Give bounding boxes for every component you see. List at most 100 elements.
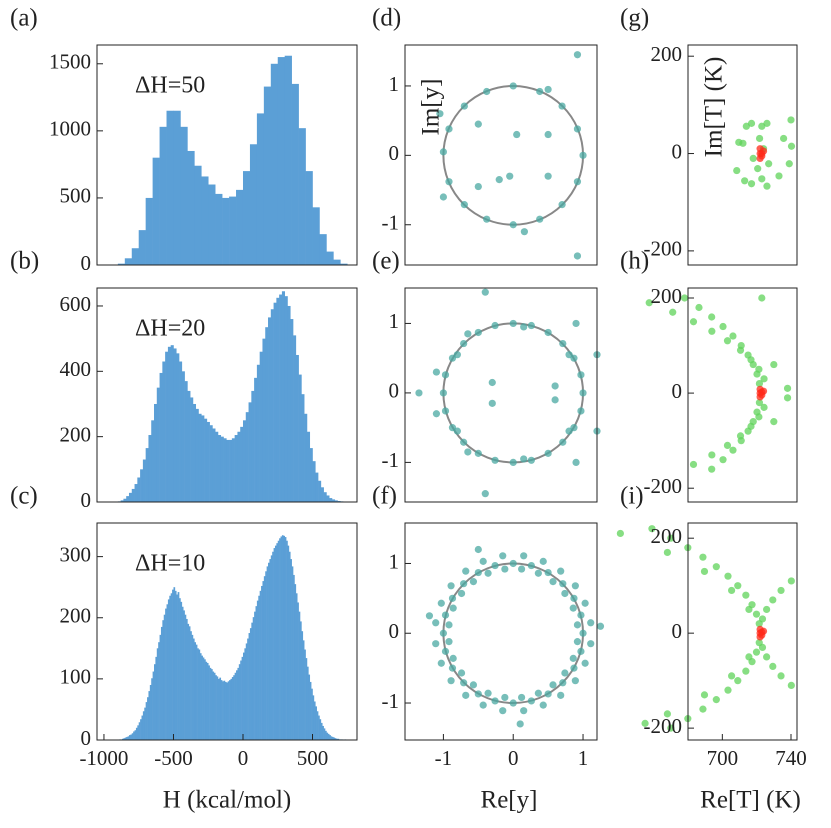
- scatter-point: [499, 552, 507, 560]
- histogram-bar: [137, 725, 140, 740]
- histogram-bar: [215, 193, 223, 265]
- histogram-bar: [280, 536, 283, 740]
- histogram-bar: [237, 431, 241, 502]
- scatter-point: [667, 534, 675, 542]
- histogram-bar: [320, 722, 323, 740]
- histogram-bar: [340, 263, 348, 265]
- y-tick-label: 0: [81, 488, 92, 512]
- histogram-bar: [274, 545, 277, 740]
- scatter-point: [462, 691, 470, 699]
- histogram-bar: [162, 361, 166, 502]
- histogram-bar: [162, 620, 165, 740]
- histogram-bar: [184, 381, 188, 502]
- scatter-point: [724, 572, 732, 580]
- histogram-bar: [226, 439, 230, 502]
- scatter-point: [441, 371, 450, 379]
- scatter-point: [579, 389, 587, 397]
- histogram-bar: [197, 648, 199, 740]
- histogram-bar: [137, 477, 141, 502]
- histogram-bar: [198, 413, 202, 502]
- scatter-point: [579, 151, 587, 159]
- histogram-bar: [183, 610, 185, 740]
- histogram-bar: [124, 737, 127, 740]
- histogram-bar: [128, 735, 131, 740]
- histogram-bar: [284, 55, 292, 266]
- histogram-bar: [192, 638, 195, 740]
- histogram-bar: [277, 57, 286, 266]
- scatter-point: [570, 594, 578, 602]
- scatter-point: [699, 553, 707, 561]
- histogram-bar: [327, 733, 330, 740]
- histogram-bar: [236, 670, 238, 740]
- scatter-point: [569, 654, 577, 662]
- scatter-point: [573, 621, 582, 629]
- scatter-point: [728, 672, 736, 680]
- x-axis-label: Re[y]: [481, 787, 538, 814]
- scatter-point: [449, 654, 457, 662]
- y-tick-label: 1: [389, 309, 400, 333]
- scatter-point: [755, 413, 763, 421]
- scatter-point: [573, 638, 582, 646]
- scatter-point: [777, 586, 785, 595]
- scatter-point: [712, 563, 720, 571]
- histogram-bar: [159, 634, 162, 740]
- scatter-point: [484, 569, 492, 577]
- histogram-bar: [140, 469, 144, 502]
- annotation: ΔH=50: [135, 73, 205, 99]
- histogram-bar: [191, 634, 194, 740]
- histogram-bar: [126, 736, 128, 740]
- histogram-bar: [217, 435, 222, 502]
- y-tick-label: 0: [389, 379, 400, 403]
- histogram-bar: [290, 559, 292, 740]
- histogram-bar: [165, 351, 169, 502]
- y-axis-label: Im[T] (K): [701, 57, 728, 158]
- scatter-point: [569, 604, 577, 612]
- y-tick-label: 0: [81, 251, 92, 275]
- scatter-point: [741, 177, 749, 185]
- histogram-bar: [254, 377, 258, 502]
- scatter-point: [432, 368, 441, 376]
- histogram-bar: [155, 656, 158, 740]
- histogram-bar: [242, 171, 251, 265]
- histogram-bar: [230, 678, 233, 740]
- histogram-bar: [251, 390, 255, 502]
- panel-label: (e): [372, 248, 400, 275]
- scatter-point: [742, 591, 750, 599]
- histogram-bar: [195, 408, 199, 502]
- histogram-bar: [334, 500, 338, 502]
- scatter-point: [536, 87, 544, 96]
- histogram-bar: [156, 648, 159, 740]
- scatter-point: [474, 120, 482, 128]
- scatter-point: [708, 313, 716, 321]
- y-tick-label: 0: [672, 139, 683, 163]
- histogram-bar: [256, 364, 260, 502]
- scatter-point: [667, 724, 675, 732]
- annotation: ΔH=20: [135, 316, 205, 342]
- x-tick-label: 1: [578, 746, 589, 770]
- scatter-point: [577, 371, 585, 379]
- histogram-bar: [333, 259, 341, 265]
- histogram-bar: [298, 374, 302, 502]
- histogram-bar: [144, 707, 146, 740]
- histogram-bar: [261, 585, 263, 740]
- scatter-point: [527, 456, 535, 464]
- scatter-point: [447, 677, 455, 685]
- axes-frame: [687, 522, 798, 741]
- histogram-bar: [265, 327, 269, 502]
- scatter-point: [551, 396, 559, 404]
- histogram-bar: [173, 110, 181, 265]
- histogram-bar: [287, 545, 290, 740]
- histogram-bar: [220, 680, 223, 740]
- histogram-bar: [201, 415, 205, 502]
- histogram-bar: [202, 657, 205, 740]
- scatter-point: [669, 308, 677, 316]
- histogram-bar: [248, 633, 251, 740]
- histogram-bar: [309, 448, 313, 502]
- y-tick-label: 400: [60, 357, 92, 381]
- scatter-point: [445, 125, 453, 133]
- histogram-bar: [212, 671, 215, 740]
- histogram-bar: [173, 348, 177, 502]
- histogram-bar: [277, 540, 280, 740]
- scatter-point: [549, 578, 557, 586]
- scatter-point: [439, 629, 447, 637]
